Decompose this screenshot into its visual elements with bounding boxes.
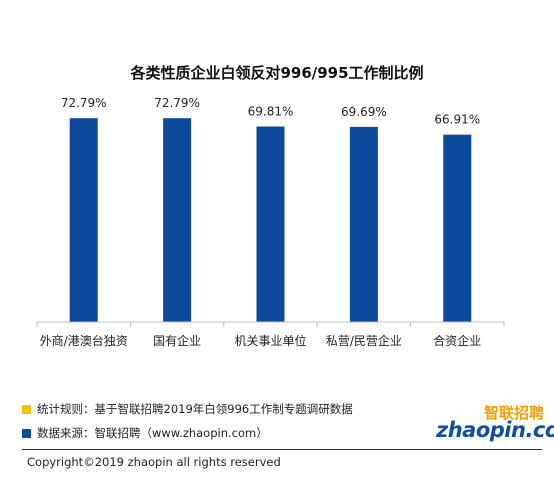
zhaopin-logo: 智联招聘 zhaopin.com [436, 402, 554, 442]
category-label-1: 外商/港澳台独资 [40, 333, 128, 348]
legend-item-source: 数据来源：智联招聘（www.zhaopin.com） [22, 425, 268, 441]
bar-5 [443, 134, 472, 322]
bar-2 [163, 118, 192, 322]
category-label-5: 合资企业 [433, 333, 481, 348]
category-label-2: 国有企业 [153, 333, 201, 348]
legend-text-source: 数据来源：智联招聘（www.zhaopin.com） [37, 426, 268, 440]
logo-english-text: zhaopin.com [436, 418, 554, 442]
yellow-square-icon [22, 404, 31, 414]
chart-title: 各类性质企业白领反对996/995工作制比例 [130, 64, 424, 82]
value-label-1: 72.79% [61, 96, 107, 110]
value-label-5: 66.91% [434, 113, 480, 127]
legend-text-rule: 统计规则：基于智联招聘2019年白领996工作制专题调研数据 [37, 402, 353, 416]
bar-chart: 72.79% 72.79% 69.81% 69.69% 66.91% 外商/港澳台独资 国… [36, 96, 505, 348]
value-label-4: 69.69% [341, 105, 387, 119]
bar-1 [69, 118, 98, 322]
category-label-3: 机关事业单位 [234, 333, 306, 348]
bar-3 [256, 126, 285, 322]
value-label-3: 69.81% [248, 105, 294, 119]
bar-4 [349, 126, 378, 322]
blue-square-icon [22, 428, 31, 438]
category-label-4: 私营/民营企业 [326, 333, 402, 348]
footer-divider [22, 449, 542, 450]
value-label-2: 72.79% [154, 96, 200, 110]
copyright-text: Copyright©2019 zhaopin all rights reserv… [27, 455, 281, 469]
logo-chinese-text: 智联招聘 [483, 404, 544, 422]
legend-item-rule: 统计规则：基于智联招聘2019年白领996工作制专题调研数据 [22, 401, 353, 417]
